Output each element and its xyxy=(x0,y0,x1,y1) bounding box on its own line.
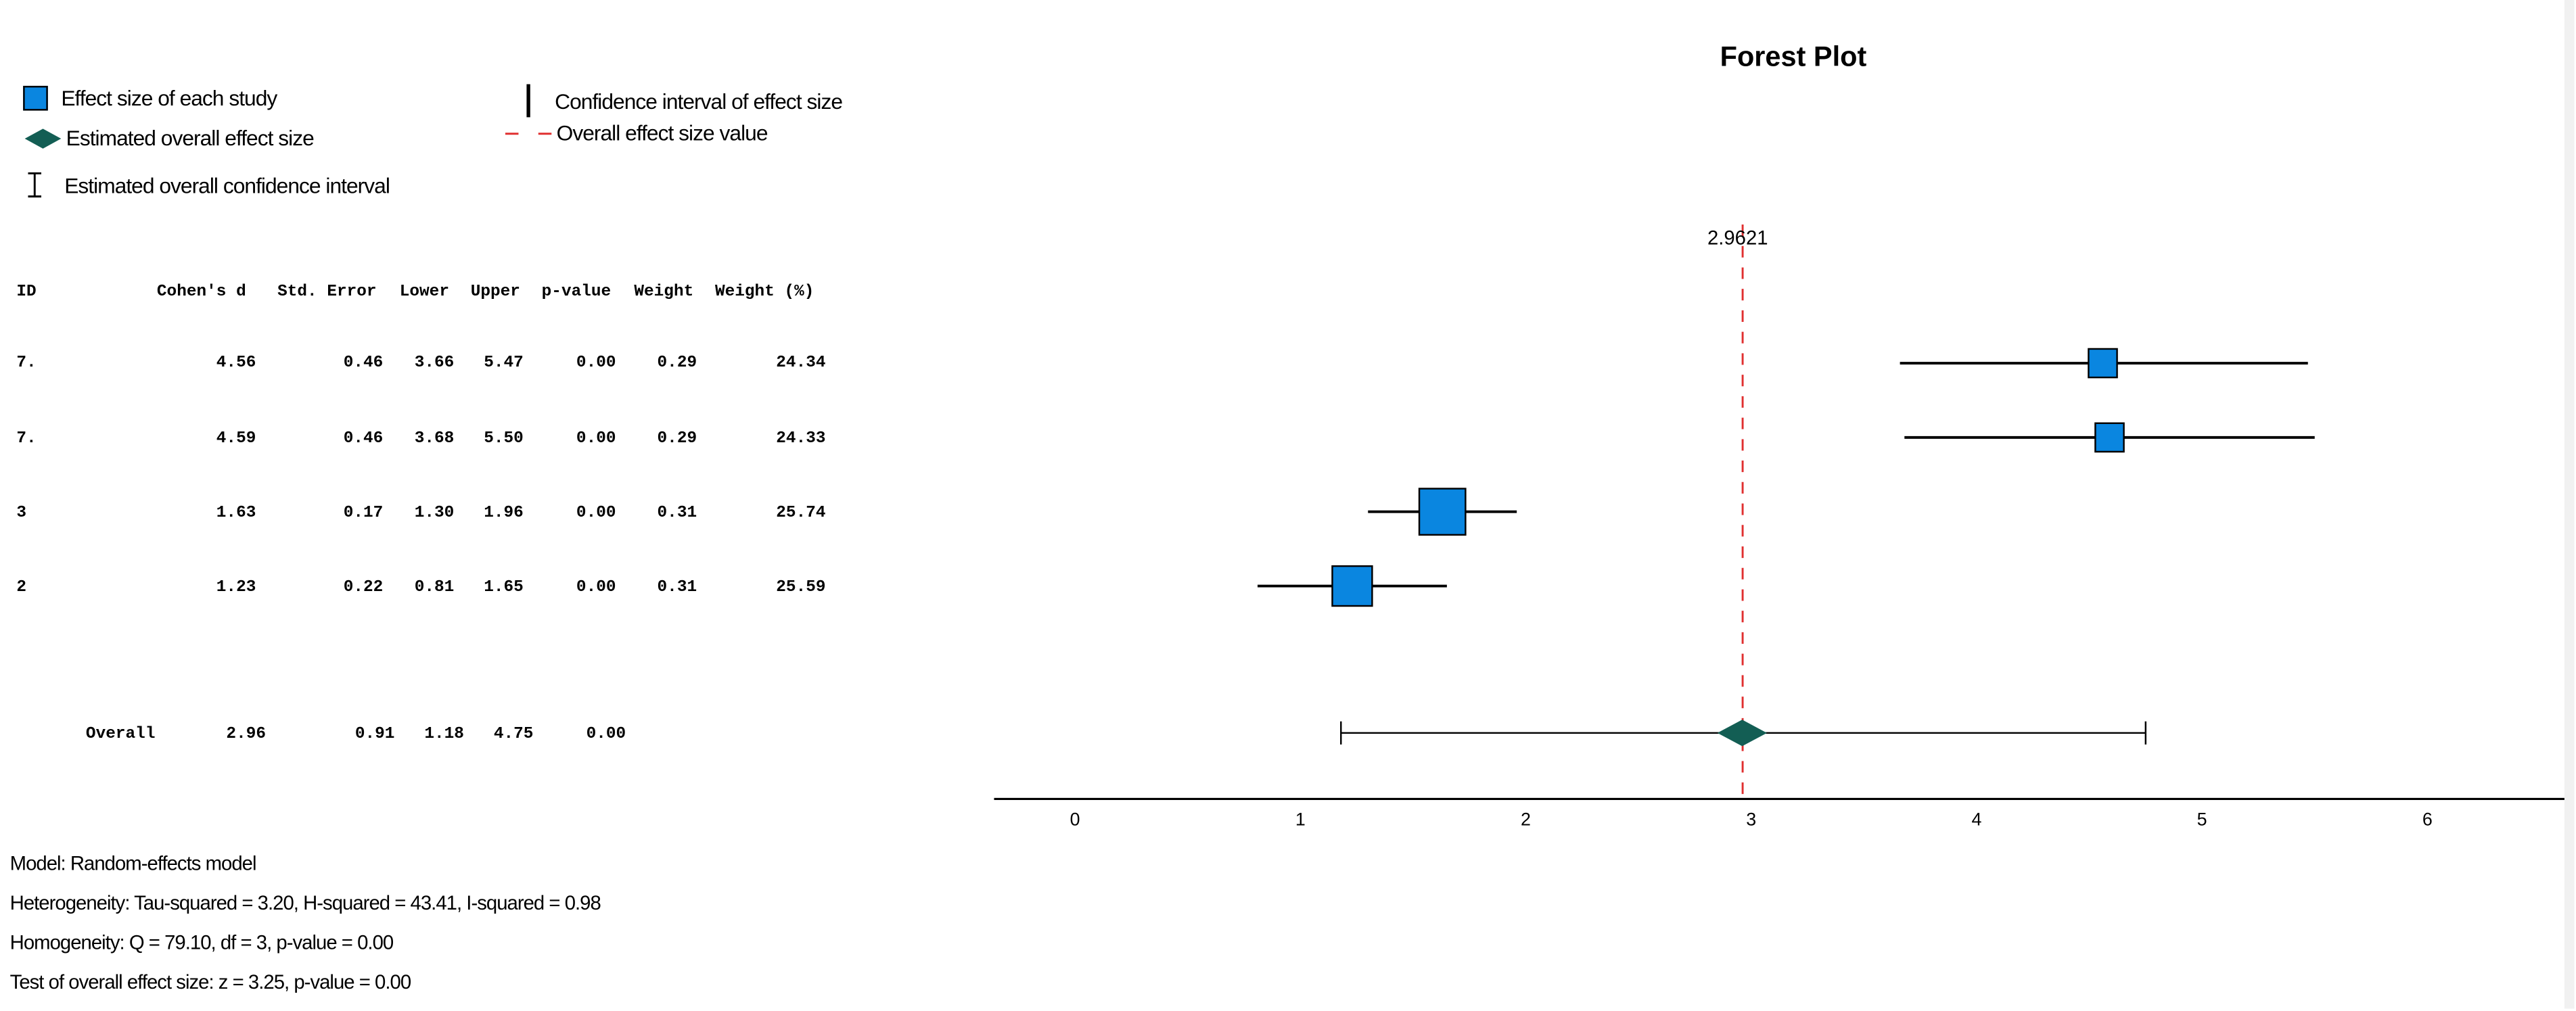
legend-overall-effect-label: Estimated overall effect size xyxy=(66,125,315,151)
plot-area: 0 1 2 3 4 5 6 2.9621 xyxy=(994,224,2570,830)
table-cell-id: 3 xyxy=(16,504,27,523)
legend-overall-ci: Estimated overall confidence interval xyxy=(23,170,390,199)
table-header-weight-pct: Weight (%) xyxy=(714,283,814,302)
table-cell-cohens-d: 4.59 xyxy=(216,431,256,449)
dashed-line-icon xyxy=(505,132,552,134)
x-tick-label: 2 xyxy=(1521,809,1531,830)
legend-overall-effect: Estimated overall effect size xyxy=(23,125,315,151)
table-cell-std-error: 0.46 xyxy=(343,431,384,449)
x-tick-label: 5 xyxy=(2197,809,2207,830)
study-effect-marker xyxy=(2094,422,2125,453)
right-edge xyxy=(2564,0,2575,1009)
table-header-std-error: Std. Error xyxy=(277,283,377,302)
study-effect-marker xyxy=(1331,565,1373,607)
overall-test-note: Test of overall effect size: z = 3.25, p… xyxy=(9,970,411,994)
study-effect-marker xyxy=(2088,348,2118,379)
legend-ci: Confidence interval of effect size xyxy=(515,83,843,119)
table-cell-weight-pct: 25.74 xyxy=(776,504,826,523)
vertical-line-icon xyxy=(526,84,530,118)
table-cell-std-error: 0.46 xyxy=(343,354,384,373)
legend-overall-ci-label: Estimated overall confidence interval xyxy=(64,172,390,197)
table-header-weight: Weight xyxy=(634,283,694,302)
overall-p-value: 0.00 xyxy=(586,726,626,745)
ci-bar-icon xyxy=(28,172,42,197)
table-header-upper: Upper xyxy=(470,283,520,302)
table-header-cohens-d: Cohen's d xyxy=(156,283,246,302)
diamond-icon xyxy=(24,128,62,148)
table-cell-weight-pct: 24.33 xyxy=(776,431,826,449)
table-cell-p-value: 0.00 xyxy=(576,504,616,523)
table-cell-p-value: 0.00 xyxy=(576,354,616,373)
table-cell-std-error: 0.17 xyxy=(343,504,384,523)
table-cell-upper: 1.65 xyxy=(484,579,524,598)
table-header-lower: Lower xyxy=(399,283,449,302)
heterogeneity-note: Heterogeneity: Tau-squared = 3.20, H-squ… xyxy=(9,891,601,915)
table-cell-upper: 5.47 xyxy=(484,354,524,373)
overall-lower: 1.18 xyxy=(424,726,464,745)
x-tick-label: 6 xyxy=(2422,809,2433,830)
study-effect-marker xyxy=(1418,488,1467,536)
table-cell-std-error: 0.22 xyxy=(343,579,384,598)
legend-overall-line: Overall effect size value xyxy=(502,120,768,145)
table-cell-weight: 0.29 xyxy=(657,431,697,449)
x-tick-label: 0 xyxy=(1070,809,1080,830)
legend-ci-label: Confidence interval of effect size xyxy=(555,88,843,114)
table-cell-p-value: 0.00 xyxy=(576,579,616,598)
legend-study-effect: Effect size of each study xyxy=(23,85,277,111)
table-cell-lower: 3.66 xyxy=(414,354,455,373)
table-cell-cohens-d: 1.23 xyxy=(216,579,256,598)
overall-upper: 4.75 xyxy=(493,726,534,745)
table-cell-weight: 0.29 xyxy=(657,354,697,373)
table-cell-id: 2 xyxy=(16,579,27,598)
legend-study-effect-label: Effect size of each study xyxy=(61,85,277,111)
table-cell-lower: 1.30 xyxy=(414,504,455,523)
legend-overall-line-label: Overall effect size value xyxy=(556,120,768,145)
table-cell-weight-pct: 25.59 xyxy=(776,579,826,598)
overall-label: Overall xyxy=(85,726,156,745)
table-cell-lower: 3.68 xyxy=(414,431,455,449)
table-header-id: ID xyxy=(16,283,37,302)
table-cell-lower: 0.81 xyxy=(414,579,455,598)
table-cell-p-value: 0.00 xyxy=(576,431,616,449)
table-cell-id: 7. xyxy=(16,354,37,373)
table-cell-upper: 5.50 xyxy=(484,431,524,449)
x-tick-label: 4 xyxy=(1971,809,1981,830)
reference-value-label: 2.9621 xyxy=(1707,227,1768,249)
overall-std-error: 0.91 xyxy=(354,726,395,745)
table-cell-weight-pct: 24.34 xyxy=(776,354,826,373)
table-cell-cohens-d: 1.63 xyxy=(216,504,256,523)
homogeneity-note: Homogeneity: Q = 79.10, df = 3, p-value … xyxy=(9,931,394,954)
table-cell-cohens-d: 4.56 xyxy=(216,354,256,373)
table-cell-weight: 0.31 xyxy=(657,579,697,598)
results-table: ID Cohen's d Std. Error Lower Upper p-va… xyxy=(0,0,991,745)
x-tick-label: 3 xyxy=(1746,809,1756,830)
table-cell-weight: 0.31 xyxy=(657,504,697,523)
table-cell-upper: 1.96 xyxy=(484,504,524,523)
table-cell-id: 7. xyxy=(16,431,37,449)
overall-cohens-d: 2.96 xyxy=(226,726,267,745)
chart-title: Forest Plot xyxy=(1720,41,1867,72)
blue-square-icon xyxy=(23,85,48,111)
model-note: Model: Random-effects model xyxy=(9,851,257,875)
x-tick-label: 1 xyxy=(1295,809,1306,830)
table-header-p-value: p-value xyxy=(541,283,612,302)
overall-effect-diamond xyxy=(1717,720,1767,747)
